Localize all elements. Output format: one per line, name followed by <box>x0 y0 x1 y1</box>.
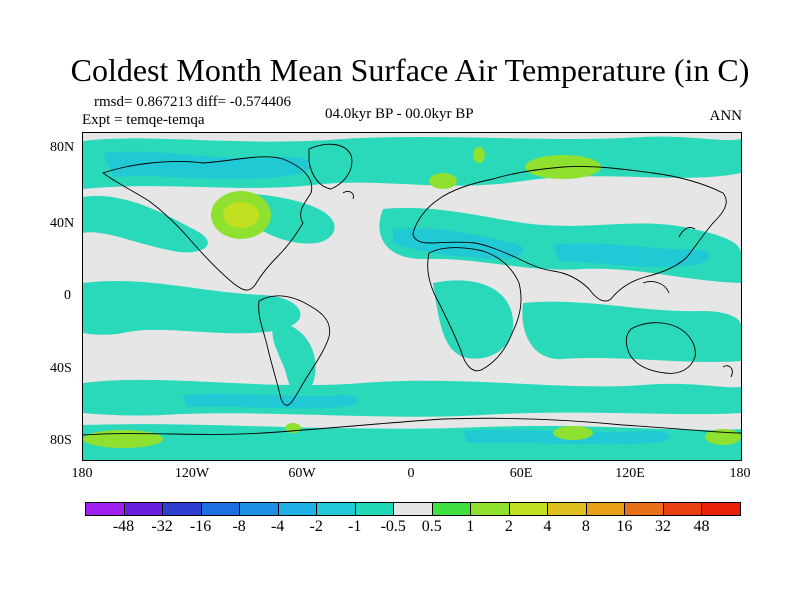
greenland-coast <box>308 143 353 190</box>
y-tick-0: 0 <box>64 288 71 303</box>
temperature-map <box>82 132 742 461</box>
y-tick-80n: 80N <box>50 140 75 155</box>
colorbar-label: 16 <box>616 518 633 535</box>
x-tick-180e: 180 <box>729 466 751 481</box>
colorbar-label: -0.5 <box>380 518 406 535</box>
colorbar-swatch <box>624 502 664 516</box>
colorbar-swatch <box>393 502 433 516</box>
x-tick-60e: 60E <box>509 466 533 481</box>
north-america-coast <box>102 156 313 291</box>
colorbar-swatch <box>662 502 703 516</box>
colorbar-swatch <box>123 502 164 516</box>
colorbar-swatch <box>277 502 318 516</box>
y-tick-40s: 40S <box>50 361 72 376</box>
map-canvas <box>83 133 741 460</box>
colorbar <box>85 502 741 516</box>
colorbar-label: 32 <box>654 518 671 535</box>
x-tick-0: 0 <box>407 466 415 481</box>
period-label: 04.0kyr BP - 00.0kyr BP <box>325 106 474 122</box>
colorbar-label: 48 <box>693 518 710 535</box>
colorbar-label: 4 <box>543 518 552 535</box>
experiment-label: Expt = temqe-temqa <box>82 112 205 128</box>
season-label: ANN <box>709 108 743 124</box>
colorbar-label: -48 <box>112 518 135 535</box>
colorbar-swatch <box>85 502 125 516</box>
stats-label: rmsd= 0.867213 diff= -0.574406 <box>94 94 292 110</box>
colorbar-label: 8 <box>581 518 590 535</box>
colorbar-swatch <box>470 502 510 516</box>
colorbar-label: -16 <box>189 518 212 535</box>
x-tick-120w: 120W <box>174 466 210 481</box>
australia-coast <box>625 322 696 374</box>
south-america-coast <box>258 295 331 406</box>
y-tick-40n: 40N <box>50 216 75 231</box>
y-tick-80s: 80S <box>50 433 72 448</box>
antarctica-coast <box>83 417 741 436</box>
colorbar-label: 1 <box>466 518 475 535</box>
colorbar-label: -32 <box>151 518 173 535</box>
colorbar-swatch <box>354 502 395 516</box>
colorbar-label: -1 <box>348 518 362 535</box>
x-tick-180w: 180 <box>71 466 93 481</box>
colorbar-swatch <box>316 502 356 516</box>
colorbar-swatch <box>508 502 549 516</box>
x-tick-60w: 60W <box>288 466 316 481</box>
europe-asia-coast <box>412 166 727 302</box>
colorbar-swatch <box>701 502 741 516</box>
colorbar-label: -2 <box>309 518 323 535</box>
colorbar-swatch <box>200 502 241 516</box>
colorbar-label: 2 <box>504 518 513 535</box>
colorbar-swatch <box>585 502 626 516</box>
colorbar-label: -8 <box>232 518 246 535</box>
x-tick-120e: 120E <box>615 466 645 481</box>
map-title: Coldest Month Mean Surface Air Temperatu… <box>70 52 750 88</box>
coastlines <box>83 143 741 436</box>
colorbar-swatch <box>547 502 587 516</box>
colorbar-swatch <box>239 502 279 516</box>
africa-coast <box>427 247 522 372</box>
islands-coast <box>342 190 733 378</box>
colorbar-label: 0.5 <box>421 518 442 535</box>
colorbar-label: -4 <box>270 518 285 535</box>
colorbar-swatch <box>162 502 202 516</box>
colorbar-swatch <box>431 502 472 516</box>
